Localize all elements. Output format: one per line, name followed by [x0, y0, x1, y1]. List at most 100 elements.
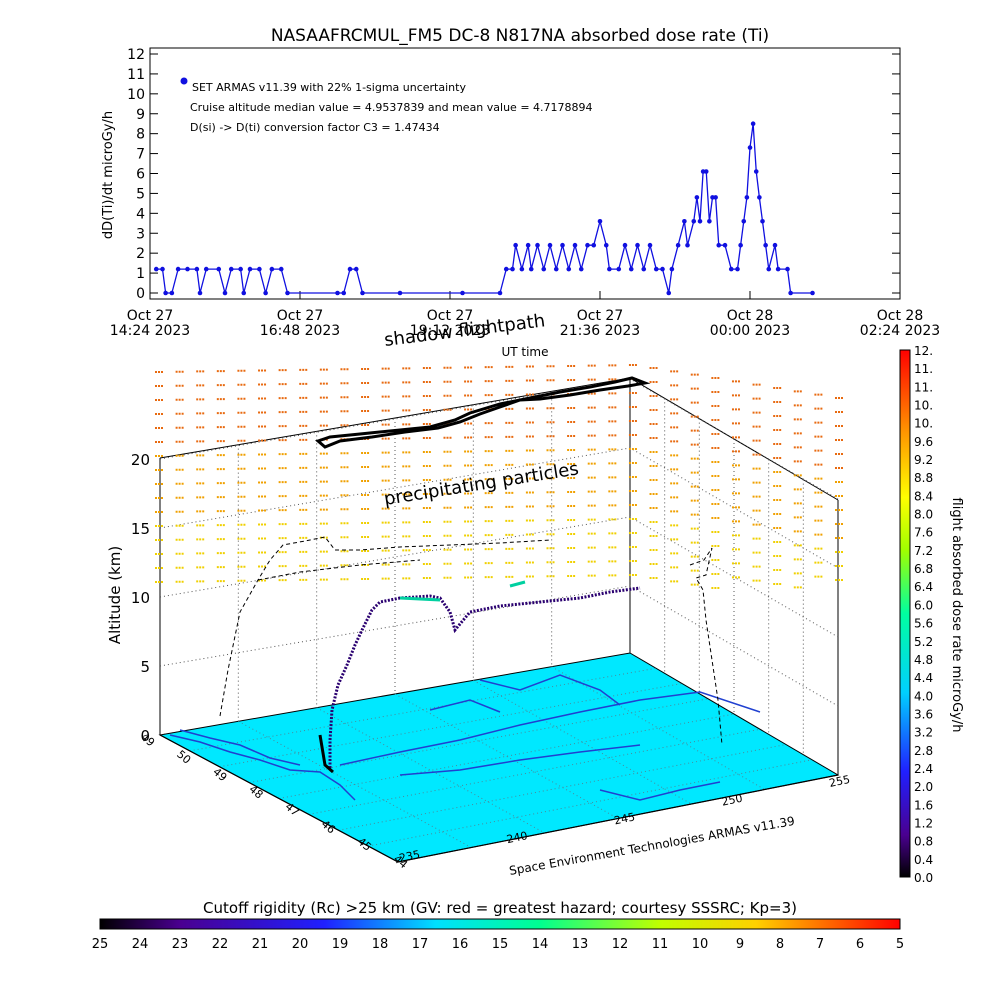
series-point: [713, 195, 718, 200]
series-point: [635, 242, 640, 248]
dose-colorbar-tick: 0.8: [914, 835, 933, 849]
series-point: [775, 266, 781, 272]
series-point: [591, 242, 597, 248]
series-point: [728, 266, 734, 272]
series-point: [497, 290, 503, 296]
series-point: [397, 290, 403, 296]
series-point: [647, 242, 653, 248]
ground-gridline: [316, 707, 545, 834]
cutoff-colorbar-tick: 19: [332, 937, 349, 952]
dose-colorbar-tick: 8.0: [914, 508, 933, 522]
series-point: [653, 266, 659, 272]
series-point: [263, 290, 268, 296]
series-point: [716, 242, 722, 248]
series-point: [228, 266, 234, 272]
ground-grid: [189, 666, 813, 848]
series-point: [572, 242, 578, 248]
series-point: [175, 266, 181, 272]
dose-colorbar-ticks: 0.0 0.4 0.8 1.2 1.6 2.0 2.4 2.8 3.2 3.6 4.0 4.4 4.8 5…: [914, 344, 933, 885]
flight-path: [328, 586, 641, 768]
ground-gridline: [308, 728, 761, 815]
series-point: [578, 266, 584, 272]
x-tick-label-date: Oct 28: [877, 308, 923, 324]
altitude-tick-label: 0: [140, 727, 150, 745]
series-point: [460, 290, 465, 296]
altitude-tick-label: 15: [131, 520, 150, 538]
series-point: [566, 266, 572, 272]
altitude-tick-label: 20: [131, 451, 150, 469]
cutoff-colorbar-tick: 25: [92, 937, 109, 952]
series-point: [353, 266, 359, 272]
dose-colorbar-tick: 9.2: [914, 453, 933, 467]
dose-colorbar-tick: 0.0: [914, 871, 933, 885]
cutoff-colorbar-tick: 14: [532, 937, 549, 952]
series-point: [697, 219, 703, 224]
series-point: [766, 266, 772, 272]
cutoff-colorbar-tick: 17: [412, 937, 429, 952]
longitude-axis: 235 240 245 250 255: [398, 773, 851, 865]
cutoff-colorbar-tick: 18: [372, 937, 389, 952]
series-point: [785, 266, 790, 272]
dose-colorbar-tick: 5.6: [914, 617, 933, 631]
dose-colorbar-tick: 9.6: [914, 435, 933, 449]
dose-colorbar-tick: 4.4: [914, 671, 933, 685]
series-point: [547, 242, 553, 248]
series-point: [169, 290, 175, 296]
dose-colorbar-tick: 2.0: [914, 780, 933, 794]
x-tick-label-time: 16:48 2023: [260, 323, 340, 339]
series-point: [753, 169, 759, 174]
series-point: [703, 169, 709, 174]
series-point: [335, 290, 340, 296]
x-tick-label-date: Oct 27: [427, 308, 473, 324]
dose-colorbar-tick: 8.8: [914, 471, 933, 485]
legend-entry-2: Cruise altitude median value = 4.9537839…: [190, 101, 593, 114]
dose-colorbar-tick: 2.4: [914, 762, 933, 776]
series-point: [607, 266, 612, 272]
x-tick-label-date: Oct 27: [577, 308, 623, 324]
series-point: [691, 219, 697, 224]
series-point: [525, 242, 531, 248]
series-point: [744, 195, 750, 200]
dose-colorbar-tick: 7.2: [914, 544, 933, 558]
ground-gridline: [394, 693, 619, 819]
cutoff-colorbar-tick: 6: [856, 937, 864, 952]
series-point: [185, 266, 190, 272]
cutoff-colorbar-tick: 7: [816, 937, 824, 952]
dose-colorbar-tick: 3.6: [914, 707, 933, 721]
x-tick-label-date: Oct 27: [277, 308, 323, 324]
ground-gridline: [368, 759, 813, 847]
cutoff-colorbar: Cutoff rigidity (Rc) >25 km (GV: red = g…: [92, 899, 904, 952]
dose-colorbar-tick: 7.6: [914, 526, 933, 540]
series-point: [675, 242, 681, 248]
ground-gridline: [189, 667, 657, 752]
cutoff-colorbar-tick: 8: [776, 937, 784, 952]
series-point: [597, 219, 603, 224]
series-point: [216, 266, 222, 272]
coastline: [179, 729, 301, 766]
dose-rate-timeseries: NASAAFRCMUL_FM5 DC-8 N817NA absorbed dos…: [101, 26, 940, 359]
series-point: [763, 242, 768, 248]
coastline: [169, 734, 356, 801]
series-point: [741, 219, 747, 224]
series-point: [757, 195, 762, 200]
dose-colorbar-tick: 6.8: [914, 562, 933, 576]
dose-colorbar-tick: 1.2: [914, 816, 933, 830]
flight-path-high-dose: [399, 596, 441, 602]
shadow-flightpath: [315, 376, 651, 449]
series-point: [707, 219, 712, 224]
series-point: [341, 290, 347, 296]
series-point: [528, 266, 534, 272]
y-tick-label: 1: [136, 266, 145, 282]
series-point: [247, 266, 253, 272]
longitude-tick-label: 235: [398, 848, 421, 865]
dose-colorbar-tick: 11.: [914, 362, 933, 376]
timeseries-x-label: UT time: [501, 345, 548, 359]
cutoff-colorbar-tick: 15: [492, 937, 509, 952]
series-point: [722, 242, 728, 248]
ground-gridline: [551, 666, 765, 790]
y-tick-label: 6: [136, 167, 145, 183]
cutoff-colorbar-tick: 5: [896, 937, 904, 952]
dose-colorbar-tick: 10.: [914, 417, 933, 431]
y-tick-label: 7: [136, 147, 145, 163]
